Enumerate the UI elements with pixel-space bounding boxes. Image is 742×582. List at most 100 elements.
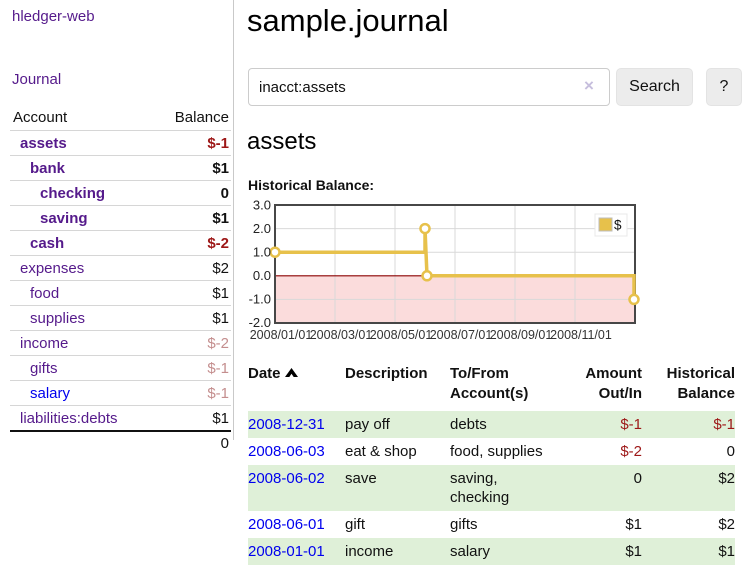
svg-text:2008/05/01: 2008/05/01 — [370, 328, 433, 342]
search-input[interactable] — [248, 68, 610, 106]
column-header-description: Description — [345, 365, 428, 382]
brand-link[interactable]: hledger-web — [12, 8, 95, 25]
transaction-accounts: food, supplies — [450, 443, 543, 460]
account-row-cash: cash $-2 — [10, 230, 231, 255]
transaction-description: eat & shop — [345, 443, 417, 460]
account-row-assets: assets $-1 — [10, 130, 231, 155]
help-button[interactable]: ? — [706, 68, 742, 106]
legend-swatch — [598, 217, 613, 232]
account-link-expenses[interactable]: expenses — [20, 259, 85, 277]
account-balance-salary: $-1 — [207, 384, 229, 402]
account-column-header: Account — [13, 108, 68, 126]
column-header-amount: Amount Out/In — [585, 365, 642, 402]
svg-text:2008/01/01: 2008/01/01 — [250, 328, 313, 342]
sidebar-item-journal[interactable]: Journal — [12, 71, 62, 88]
account-row-expenses: expenses $2 — [10, 255, 231, 280]
account-link-checking[interactable]: checking — [40, 184, 106, 202]
account-link-cash[interactable]: cash — [30, 234, 65, 252]
account-link-saving[interactable]: saving — [40, 209, 88, 227]
account-row-bank: bank $1 — [10, 155, 231, 180]
account-link-salary[interactable]: salary — [30, 384, 71, 402]
account-link-supplies[interactable]: supplies — [30, 309, 86, 327]
transaction-amount: $1 — [625, 516, 642, 533]
account-link-bank[interactable]: bank — [30, 159, 66, 177]
account-balance-checking: 0 — [220, 184, 229, 202]
page-title: sample.journal — [247, 3, 449, 38]
account-row-saving: saving $1 — [10, 205, 231, 230]
transaction-balance: $1 — [718, 543, 735, 560]
transaction-date-link[interactable]: 2008-12-31 — [248, 416, 325, 433]
chart-title: Historical Balance: — [248, 177, 375, 193]
account-row-liabilities-debts: liabilities:debts $1 — [10, 405, 231, 430]
transaction-balance: 0 — [726, 443, 735, 460]
chart-canvas: $ 3.0 2.0 1.0 0.0 -1.0 -2.0 2008/01/01 — [249, 199, 640, 342]
account-balance-cash: $-2 — [207, 234, 229, 252]
chart-legend: $ — [594, 213, 628, 237]
transaction-description: income — [345, 543, 394, 560]
register-header-row: Date Description To/From Account(s) Amou… — [248, 362, 735, 411]
account-link-assets[interactable]: assets — [20, 134, 67, 152]
transaction-date-link[interactable]: 2008-01-01 — [248, 543, 325, 560]
account-row-checking: checking 0 — [10, 180, 231, 205]
transaction-balance: $2 — [718, 470, 735, 487]
balance-line-series — [275, 228, 636, 300]
transaction-row[interactable]: 2008-12-31 pay off debts $-1 $-1 — [248, 411, 735, 438]
date-header-label: Date — [248, 365, 281, 382]
register-table: Date Description To/From Account(s) Amou… — [248, 362, 735, 565]
transaction-amount: 0 — [633, 470, 642, 487]
svg-text:-2.0: -2.0 — [249, 315, 271, 330]
x-axis-ticks: 2008/01/01 2008/03/01 2008/05/01 2008/07… — [250, 328, 612, 342]
accounts-total-row: 0 — [10, 430, 231, 455]
column-header-accounts: To/From Account(s) — [450, 365, 529, 402]
account-balance-supplies: $1 — [212, 309, 229, 327]
account-row-food: food $1 — [10, 280, 231, 305]
transaction-row[interactable]: 2008-06-01 gift gifts $1 $2 — [248, 511, 735, 538]
account-balance-saving: $1 — [212, 209, 229, 227]
account-link-gifts[interactable]: gifts — [30, 359, 58, 377]
transaction-date-link[interactable]: 2008-06-02 — [248, 470, 325, 487]
transaction-description: save — [345, 470, 377, 487]
search-button[interactable]: Search — [616, 68, 693, 106]
svg-text:-1.0: -1.0 — [249, 292, 271, 307]
account-row-income: income $-2 — [10, 330, 231, 355]
accounts-header-row: Account Balance — [10, 104, 231, 130]
transaction-accounts: gifts — [450, 516, 478, 533]
y-axis-ticks: 3.0 2.0 1.0 0.0 -1.0 -2.0 — [249, 199, 271, 330]
transaction-accounts: debts — [450, 416, 487, 433]
accounts-sidebar: Account Balance assets $-1 bank $1 check… — [10, 104, 231, 455]
transaction-amount: $1 — [625, 543, 642, 560]
account-balance-income: $-2 — [207, 334, 229, 352]
account-link-liabilities-debts[interactable]: liabilities:debts — [20, 409, 118, 427]
account-balance-assets: $-1 — [207, 134, 229, 152]
transaction-date-link[interactable]: 2008-06-03 — [248, 443, 325, 460]
clear-search-icon[interactable]: × — [584, 76, 594, 95]
account-link-income[interactable]: income — [20, 334, 69, 352]
svg-text:2008/03/01: 2008/03/01 — [310, 328, 373, 342]
svg-text:2008/07/01: 2008/07/01 — [430, 328, 493, 342]
account-row-gifts: gifts $-1 — [10, 355, 231, 380]
account-balance-expenses: $2 — [212, 259, 229, 277]
svg-text:1.0: 1.0 — [253, 245, 271, 260]
transaction-row[interactable]: 2008-06-02 save saving, checking 0 $2 — [248, 465, 735, 511]
search-form: × Search ? — [248, 68, 742, 106]
transaction-row[interactable]: 2008-06-03 eat & shop food, supplies $-2… — [248, 438, 735, 465]
transaction-accounts: salary — [450, 543, 491, 560]
account-balance-bank: $1 — [212, 159, 229, 177]
legend-label: $ — [614, 218, 622, 233]
sidebar-divider — [233, 0, 234, 440]
balance-line-markers — [269, 222, 640, 306]
transaction-amount: $-2 — [620, 443, 642, 460]
account-page-title: assets — [247, 128, 317, 155]
account-link-food[interactable]: food — [30, 284, 60, 302]
chart-border — [274, 204, 636, 324]
transaction-description: gift — [345, 516, 366, 533]
balance-column-header: Balance — [174, 108, 229, 126]
transaction-description: pay off — [345, 416, 390, 433]
column-header-date[interactable]: Date — [248, 362, 345, 411]
svg-text:2.0: 2.0 — [253, 221, 271, 236]
transaction-date-link[interactable]: 2008-06-01 — [248, 516, 325, 533]
transaction-amount: $-1 — [620, 416, 642, 433]
transaction-row[interactable]: 2008-01-01 income salary $1 $1 — [248, 538, 735, 565]
account-balance-gifts: $-1 — [207, 359, 229, 377]
